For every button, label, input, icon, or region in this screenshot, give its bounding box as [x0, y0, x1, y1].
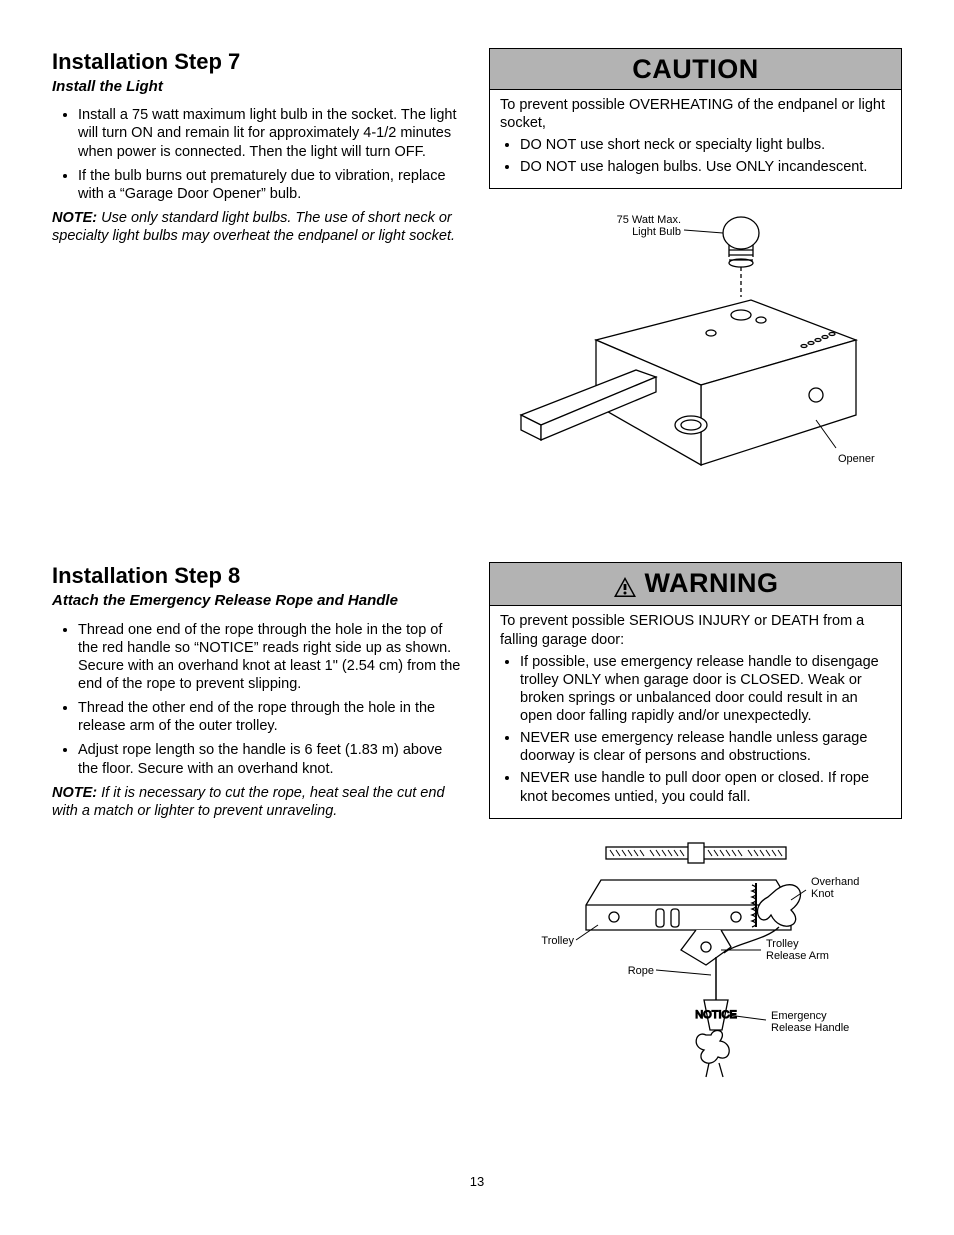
- label-handle-l1: Emergency: [771, 1010, 827, 1022]
- warning-bullets: If possible, use emergency release handl…: [500, 653, 891, 806]
- step8-bullets: Thread one end of the rope through the h…: [52, 621, 465, 778]
- warning-icon: [613, 573, 637, 595]
- list-item: Thread one end of the rope through the h…: [78, 621, 465, 694]
- row-step8: Installation Step 8 Attach the Emergency…: [52, 562, 902, 1113]
- list-item: Adjust rope length so the handle is 6 fe…: [78, 741, 465, 777]
- diagram-trolley: NOTICE Overhand Knot Trolley T: [489, 835, 902, 1090]
- opener-svg: 75 Watt Max. Light Bulb Opener: [516, 205, 876, 505]
- page-number: 13: [52, 1174, 902, 1190]
- warning-column: WARNING To prevent possible SERIOUS INJU…: [489, 562, 902, 1113]
- caution-intro: To prevent possible OVERHEATING of the e…: [500, 96, 891, 132]
- caution-column: CAUTION To prevent possible OVERHEATING …: [489, 48, 902, 534]
- step8-subheading: Attach the Emergency Release Rope and Ha…: [52, 592, 465, 611]
- step8-note: NOTE: If it is necessary to cut the rope…: [52, 784, 465, 820]
- label-rope: Rope: [627, 965, 653, 977]
- warning-title: WARNING: [645, 567, 779, 601]
- label-bulb-l1: 75 Watt Max.: [616, 214, 680, 226]
- caution-title: CAUTION: [632, 53, 759, 87]
- warning-intro: To prevent possible SERIOUS INJURY or DE…: [500, 612, 891, 648]
- note-text: If it is necessary to cut the rope, heat…: [52, 785, 445, 819]
- warning-body: To prevent possible SERIOUS INJURY or DE…: [490, 606, 901, 817]
- list-item: Thread the other end of the rope through…: [78, 699, 465, 735]
- note-text: Use only standard light bulbs. The use o…: [52, 210, 455, 244]
- label-releasearm-l2: Release Arm: [766, 950, 829, 962]
- caution-header: CAUTION: [490, 49, 901, 90]
- list-item: NEVER use emergency release handle unles…: [520, 729, 891, 765]
- label-handle-l2: Release Handle: [771, 1022, 849, 1034]
- caution-bullets: DO NOT use short neck or specialty light…: [500, 136, 891, 176]
- step7-subheading: Install the Light: [52, 78, 465, 97]
- list-item: Install a 75 watt maximum light bulb in …: [78, 106, 465, 160]
- label-overhand-l1: Overhand: [811, 876, 859, 888]
- list-item: DO NOT use halogen bulbs. Use ONLY incan…: [520, 158, 891, 176]
- step7-note: NOTE: Use only standard light bulbs. The…: [52, 209, 465, 245]
- caution-body: To prevent possible OVERHEATING of the e…: [490, 90, 901, 189]
- step7-bullets: Install a 75 watt maximum light bulb in …: [52, 106, 465, 203]
- step8-heading: Installation Step 8: [52, 562, 465, 590]
- step8-column: Installation Step 8 Attach the Emergency…: [52, 562, 465, 1113]
- label-trolley: Trolley: [541, 935, 574, 947]
- trolley-svg: NOTICE Overhand Knot Trolley T: [506, 835, 886, 1085]
- label-bulb-l2: Light Bulb: [632, 226, 681, 238]
- list-item: NEVER use handle to pull door open or cl…: [520, 769, 891, 805]
- step7-column: Installation Step 7 Install the Light In…: [52, 48, 465, 534]
- row-step7: Installation Step 7 Install the Light In…: [52, 48, 902, 534]
- diagram-opener: 75 Watt Max. Light Bulb Opener: [489, 205, 902, 510]
- caution-box: CAUTION To prevent possible OVERHEATING …: [489, 48, 902, 189]
- step7-heading: Installation Step 7: [52, 48, 465, 76]
- note-label: NOTE:: [52, 210, 97, 226]
- list-item: If possible, use emergency release handl…: [520, 653, 891, 726]
- warning-title-wrap: WARNING: [613, 567, 779, 601]
- warning-box: WARNING To prevent possible SERIOUS INJU…: [489, 562, 902, 818]
- label-releasearm-l1: Trolley: [766, 938, 799, 950]
- warning-header: WARNING: [490, 563, 901, 606]
- list-item: If the bulb burns out prematurely due to…: [78, 167, 465, 203]
- note-label: NOTE:: [52, 785, 97, 801]
- label-overhand-l2: Knot: [811, 888, 834, 900]
- list-item: DO NOT use short neck or specialty light…: [520, 136, 891, 154]
- label-opener: Opener: [838, 453, 875, 465]
